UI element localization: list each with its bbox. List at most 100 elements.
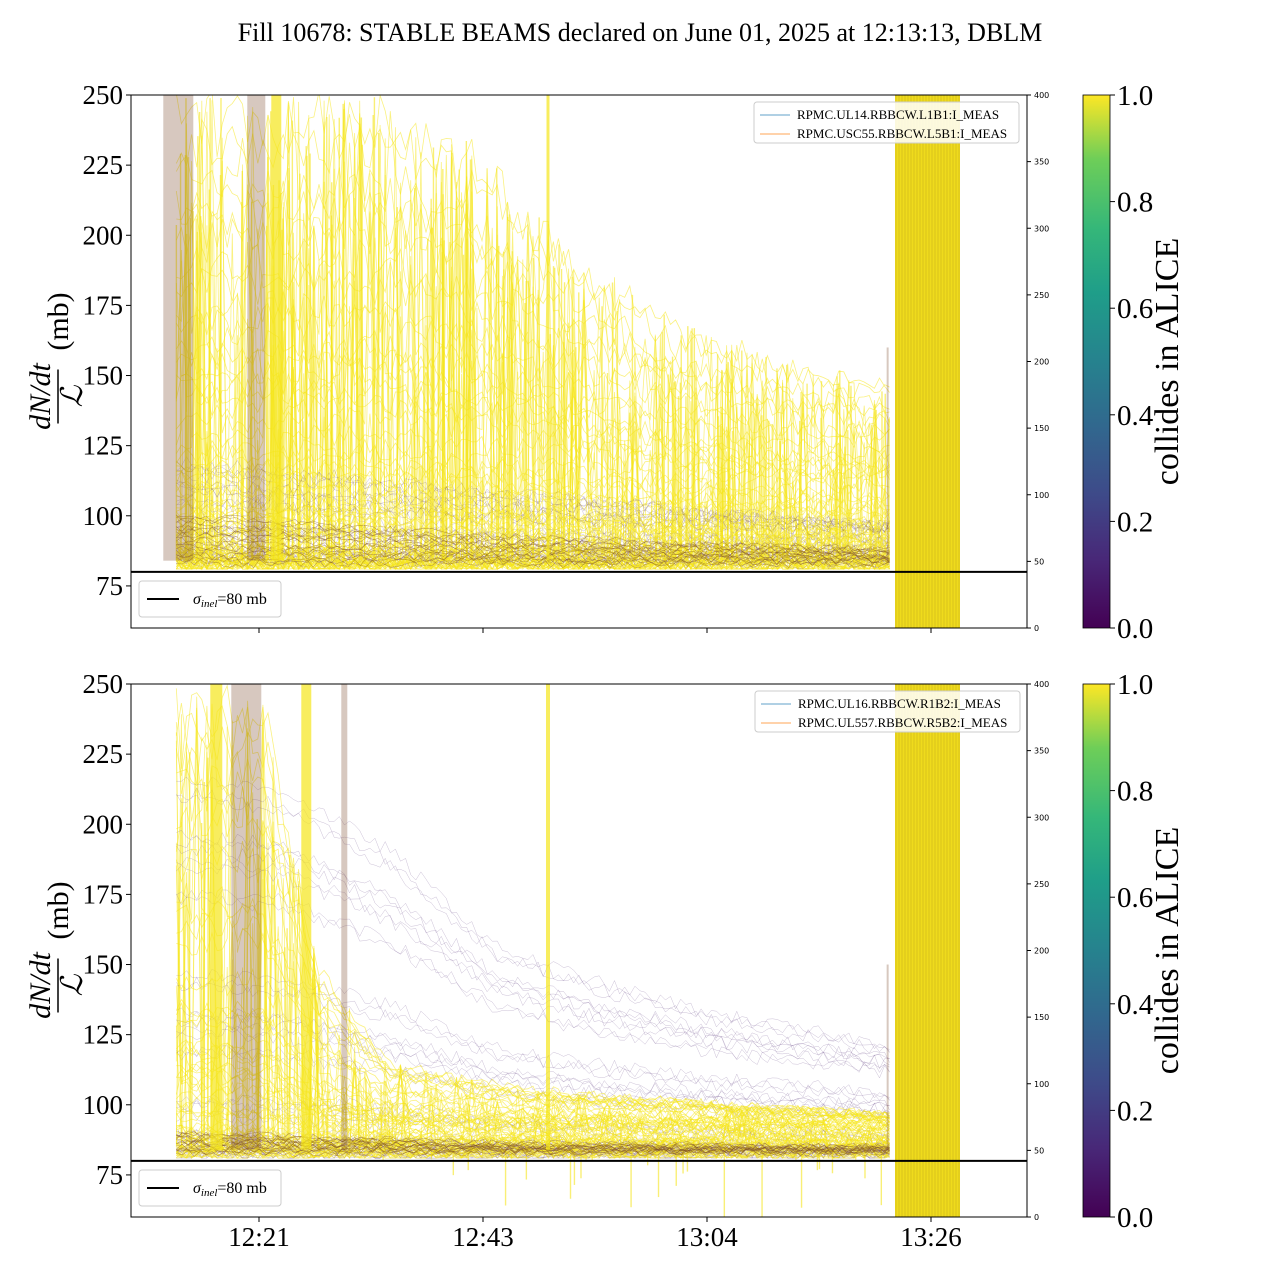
series-legend: RPMC.UL16.RBBCW.R1B2:I_MEAS RPMC.UL557.RB… bbox=[754, 690, 1021, 733]
colorbar-gradient bbox=[1082, 683, 1111, 1218]
trace-yellow bbox=[175, 976, 890, 1126]
colorbar-tick-label: 1.0 bbox=[1117, 669, 1153, 701]
trace-yellow bbox=[176, 236, 890, 441]
trace-core bbox=[176, 1143, 890, 1156]
ytick-label: 100 bbox=[83, 1090, 124, 1120]
y2tick-label: 100 bbox=[1034, 1080, 1049, 1089]
colorbar-tick-label: 0.4 bbox=[1117, 400, 1154, 432]
colorbar-tick-label: 0.0 bbox=[1117, 613, 1153, 645]
y2tick-label: 350 bbox=[1034, 158, 1049, 167]
y-axis-label: dN/dt ℒ (mb) bbox=[24, 292, 89, 430]
spike-column bbox=[886, 347, 889, 561]
sigma-value: =80 mb bbox=[217, 591, 266, 608]
y2tick-label: 350 bbox=[1034, 747, 1049, 756]
trace-purple bbox=[176, 776, 890, 1052]
ytick-label: 250 bbox=[83, 80, 124, 110]
ytick-label: 225 bbox=[83, 739, 124, 769]
trace-purple bbox=[176, 857, 890, 1070]
figure-title: Fill 10678: STABLE BEAMS declared on Jun… bbox=[237, 18, 1043, 47]
spike-column bbox=[341, 684, 348, 1150]
trace-yellow bbox=[175, 945, 890, 1126]
trace-core bbox=[176, 1130, 890, 1152]
spike-column bbox=[247, 95, 266, 561]
trace-yellow bbox=[175, 97, 890, 413]
colorbar-tick-label: 1.0 bbox=[1117, 80, 1153, 112]
trace-yellow bbox=[175, 706, 890, 1120]
top-panel: 75 100 125 150 175 200 225 250 0 50 100 150 200 250 30… bbox=[24, 80, 1186, 645]
y2tick-label: 50 bbox=[1034, 557, 1044, 566]
sigma-legend: σinel=80 mb bbox=[138, 580, 282, 618]
trace-core bbox=[176, 543, 890, 562]
trace-core bbox=[176, 515, 890, 553]
trace-core bbox=[176, 1146, 890, 1156]
trace-group bbox=[175, 684, 890, 1217]
trace-yellow bbox=[175, 798, 890, 1130]
trace-core bbox=[176, 1147, 890, 1158]
trace-purple bbox=[176, 889, 890, 1073]
ylabel-denominator: ℒ bbox=[56, 384, 89, 407]
colorbar-label: collides in ALICE bbox=[1149, 827, 1186, 1074]
trace-yellow bbox=[176, 1034, 890, 1128]
ytick-label: 175 bbox=[83, 290, 124, 320]
colorbar-label: collides in ALICE bbox=[1149, 238, 1186, 485]
spike-column bbox=[546, 684, 550, 1150]
xtick-label: 13:04 bbox=[676, 1222, 738, 1252]
trace-core bbox=[176, 558, 890, 569]
colorbar: 0.0 0.2 0.4 0.6 0.8 1.0 collides in ALICE bbox=[1082, 669, 1186, 1234]
y2tick-label: 300 bbox=[1034, 813, 1049, 822]
trace-yellow bbox=[176, 696, 890, 1120]
colorbar-tick-label: 0.8 bbox=[1117, 776, 1153, 808]
trace-yellow bbox=[175, 871, 890, 1133]
xtick-label: 12:21 bbox=[228, 1222, 290, 1252]
trace-core bbox=[176, 517, 890, 554]
trace-yellow bbox=[175, 114, 890, 399]
trace-core bbox=[176, 1135, 890, 1153]
bottom-panel: 75 100 125 150 175 200 225 250 0 50 100 150 200 250 30… bbox=[24, 669, 1186, 1252]
trace-yellow bbox=[175, 688, 890, 1121]
trace-core bbox=[176, 1142, 890, 1155]
current-fill bbox=[895, 95, 960, 628]
spike-column bbox=[271, 95, 282, 561]
ylabel-numerator: dN/dt bbox=[24, 951, 57, 1018]
trace-core bbox=[176, 1135, 890, 1153]
trace-core bbox=[176, 540, 890, 562]
trace-core bbox=[176, 520, 890, 555]
trace-core bbox=[176, 1143, 890, 1156]
ylabel-denominator: ℒ bbox=[56, 973, 89, 996]
trace-group bbox=[163, 95, 890, 571]
trace-purple bbox=[176, 864, 890, 1070]
trace-core bbox=[176, 1138, 890, 1154]
ytick-label: 100 bbox=[83, 501, 124, 531]
plot-area bbox=[131, 684, 1027, 1217]
sigma-subscript: inel bbox=[201, 598, 218, 610]
y2tick-label: 200 bbox=[1034, 358, 1049, 367]
colorbar-tick-label: 0.6 bbox=[1117, 293, 1153, 325]
trace-core bbox=[176, 545, 890, 564]
trace-core bbox=[176, 525, 890, 558]
trace-core bbox=[176, 1138, 890, 1154]
y2tick-label: 250 bbox=[1034, 291, 1049, 300]
y2tick-label: 100 bbox=[1034, 491, 1049, 500]
y2tick-label: 150 bbox=[1034, 1013, 1049, 1022]
trace-core bbox=[176, 1147, 890, 1157]
legend-box bbox=[753, 101, 1020, 144]
trace-core bbox=[176, 1139, 890, 1154]
sigma-symbol: σ bbox=[193, 1180, 202, 1197]
trace-yellow bbox=[176, 95, 890, 393]
y2tick-label: 0 bbox=[1034, 624, 1039, 633]
spike-column bbox=[231, 684, 262, 1150]
trace-purple bbox=[176, 830, 890, 1063]
ytick-label: 150 bbox=[83, 950, 124, 980]
trace-purple bbox=[176, 793, 890, 1054]
ylabel-unit: (mb) bbox=[42, 881, 75, 939]
colorbar-tick-label: 0.2 bbox=[1117, 1095, 1153, 1127]
xtick-label: 13:26 bbox=[900, 1222, 962, 1252]
y2tick-label: 400 bbox=[1034, 680, 1049, 689]
trace-core bbox=[176, 552, 890, 565]
ytick-label: 175 bbox=[83, 879, 124, 909]
ylabel-unit: (mb) bbox=[42, 292, 75, 350]
ytick-label: 150 bbox=[83, 361, 124, 391]
y2tick-label: 50 bbox=[1034, 1146, 1044, 1155]
trace-yellow bbox=[175, 684, 890, 1122]
colorbar-tick-label: 0.8 bbox=[1117, 187, 1153, 219]
